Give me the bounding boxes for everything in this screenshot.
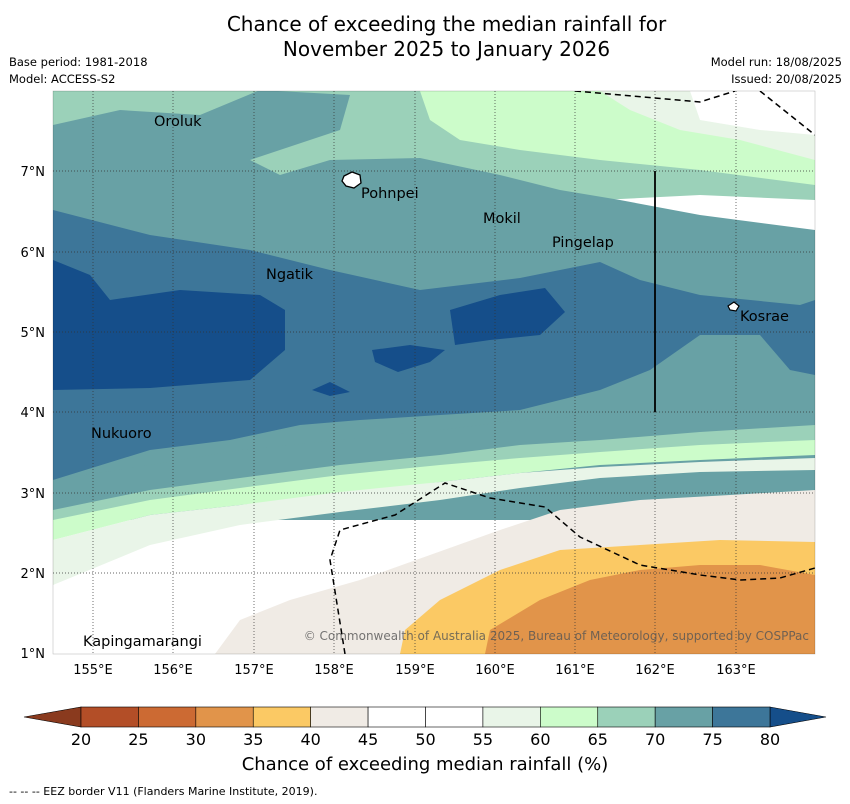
colorbar-label: 55 (473, 730, 493, 749)
y-tick-1: 1°N (21, 647, 46, 662)
band-55-60-south (53, 458, 815, 585)
label-pingelap: Pingelap (552, 235, 614, 251)
colorbar-label: 35 (243, 730, 263, 749)
band-above-80-east (450, 288, 565, 345)
label-kapingamarangi: Kapingamarangi (83, 634, 202, 650)
map-field: © Commonwealth of Australia 2025, Bureau… (53, 91, 815, 654)
label-oroluk: Oroluk (154, 114, 202, 130)
kosrae-island (727, 301, 740, 312)
colorbar-label: 75 (702, 730, 722, 749)
eez-legend-footer: -- -- -- EEZ border V11 (Flanders Marine… (9, 785, 318, 798)
band-above-80-tiny (312, 382, 350, 396)
title-line-1: Chance of exceeding the median rainfall … (226, 12, 667, 36)
colorbar-segment (712, 706, 771, 728)
issued-date: Issued: 20/08/2025 (731, 72, 842, 86)
colorbar-label: 30 (186, 730, 206, 749)
colorbar-label: 20 (71, 730, 91, 749)
colorbar-segment (80, 706, 139, 728)
colorbar-label: 80 (760, 730, 780, 749)
band-above-80-small (372, 345, 445, 372)
y-tick-2: 2°N (21, 567, 46, 582)
band-30-35 (485, 565, 815, 654)
label-pohnpei: Pohnpei (361, 186, 419, 202)
y-axis-labels: 7°N 6°N 5°N 4°N 3°N 2°N 1°N (21, 165, 46, 662)
x-tick-155: 155°E (73, 663, 113, 678)
copyright-text: © Commonwealth of Australia 2025, Bureau… (304, 629, 809, 643)
x-tick-158: 158°E (314, 663, 354, 678)
y-tick-7: 7°N (21, 165, 46, 180)
band-above-80 (53, 260, 285, 390)
colorbar-segment (654, 706, 713, 728)
meta-left: Base period: 1981-2018 Model: ACCESS-S2 (9, 54, 148, 88)
colorbar-segment (597, 706, 656, 728)
y-tick-3: 3°N (21, 487, 46, 502)
base-period: Base period: 1981-2018 (9, 55, 148, 69)
colorbar-label: 45 (358, 730, 378, 749)
eez-border (329, 91, 815, 654)
colorbar-segment (310, 706, 369, 728)
model-run: Model run: 18/08/2025 (710, 55, 842, 69)
colorbar: 20 25 30 35 40 45 50 55 60 65 70 75 80 (23, 706, 827, 749)
place-labels: Oroluk Pohnpei Mokil Pingelap Ngatik Kos… (83, 114, 789, 650)
colorbar-label: 40 (300, 730, 320, 749)
y-tick-4: 4°N (21, 406, 46, 421)
y-tick-6: 6°N (21, 246, 46, 261)
model-name: Model: ACCESS-S2 (9, 72, 116, 86)
label-nukuoro: Nukuoro (91, 426, 152, 442)
x-axis-labels: 155°E 156°E 157°E 158°E 159°E 160°E 161°… (73, 663, 756, 678)
title-line-2: November 2025 to January 2026 (282, 37, 611, 61)
label-ngatik: Ngatik (266, 267, 314, 283)
colorbar-segment (540, 706, 599, 728)
colorbar-segment (252, 706, 311, 728)
colorbar-label: 65 (588, 730, 608, 749)
colorbar-segment (367, 706, 426, 728)
colorbar-label: 60 (530, 730, 550, 749)
band-50-55-top (690, 91, 815, 135)
x-tick-160: 160°E (475, 663, 515, 678)
x-tick-163: 163°E (716, 663, 756, 678)
meta-right: Model run: 18/08/2025 Issued: 20/08/2025 (711, 54, 842, 88)
colorbar-label: 50 (415, 730, 435, 749)
pohnpei-island (341, 171, 362, 189)
x-tick-157: 157°E (234, 663, 274, 678)
map-title: Chance of exceeding the median rainfall … (0, 12, 850, 62)
colorbar-extend-low (23, 706, 82, 728)
band-75-80 (53, 210, 815, 480)
colorbar-title: Chance of exceeding median rainfall (%) (241, 754, 609, 775)
map-frame (52, 90, 816, 655)
colorbar-segment (195, 706, 254, 728)
colorbar-segment (425, 706, 484, 728)
x-tick-156: 156°E (153, 663, 193, 678)
x-tick-162: 162°E (635, 663, 675, 678)
label-kosrae: Kosrae (740, 309, 789, 325)
band-65-70-south (53, 425, 815, 525)
colorbar-label: 25 (128, 730, 148, 749)
colorbar-segment (138, 706, 197, 728)
colorbar-extend-high (769, 706, 827, 728)
band-60-65-south (53, 440, 815, 540)
colorbar-segment (482, 706, 541, 728)
label-mokil: Mokil (483, 211, 521, 227)
x-tick-161: 161°E (555, 663, 595, 678)
colorbar-label: 70 (645, 730, 665, 749)
x-tick-159: 159°E (395, 663, 435, 678)
y-tick-5: 5°N (21, 326, 46, 341)
